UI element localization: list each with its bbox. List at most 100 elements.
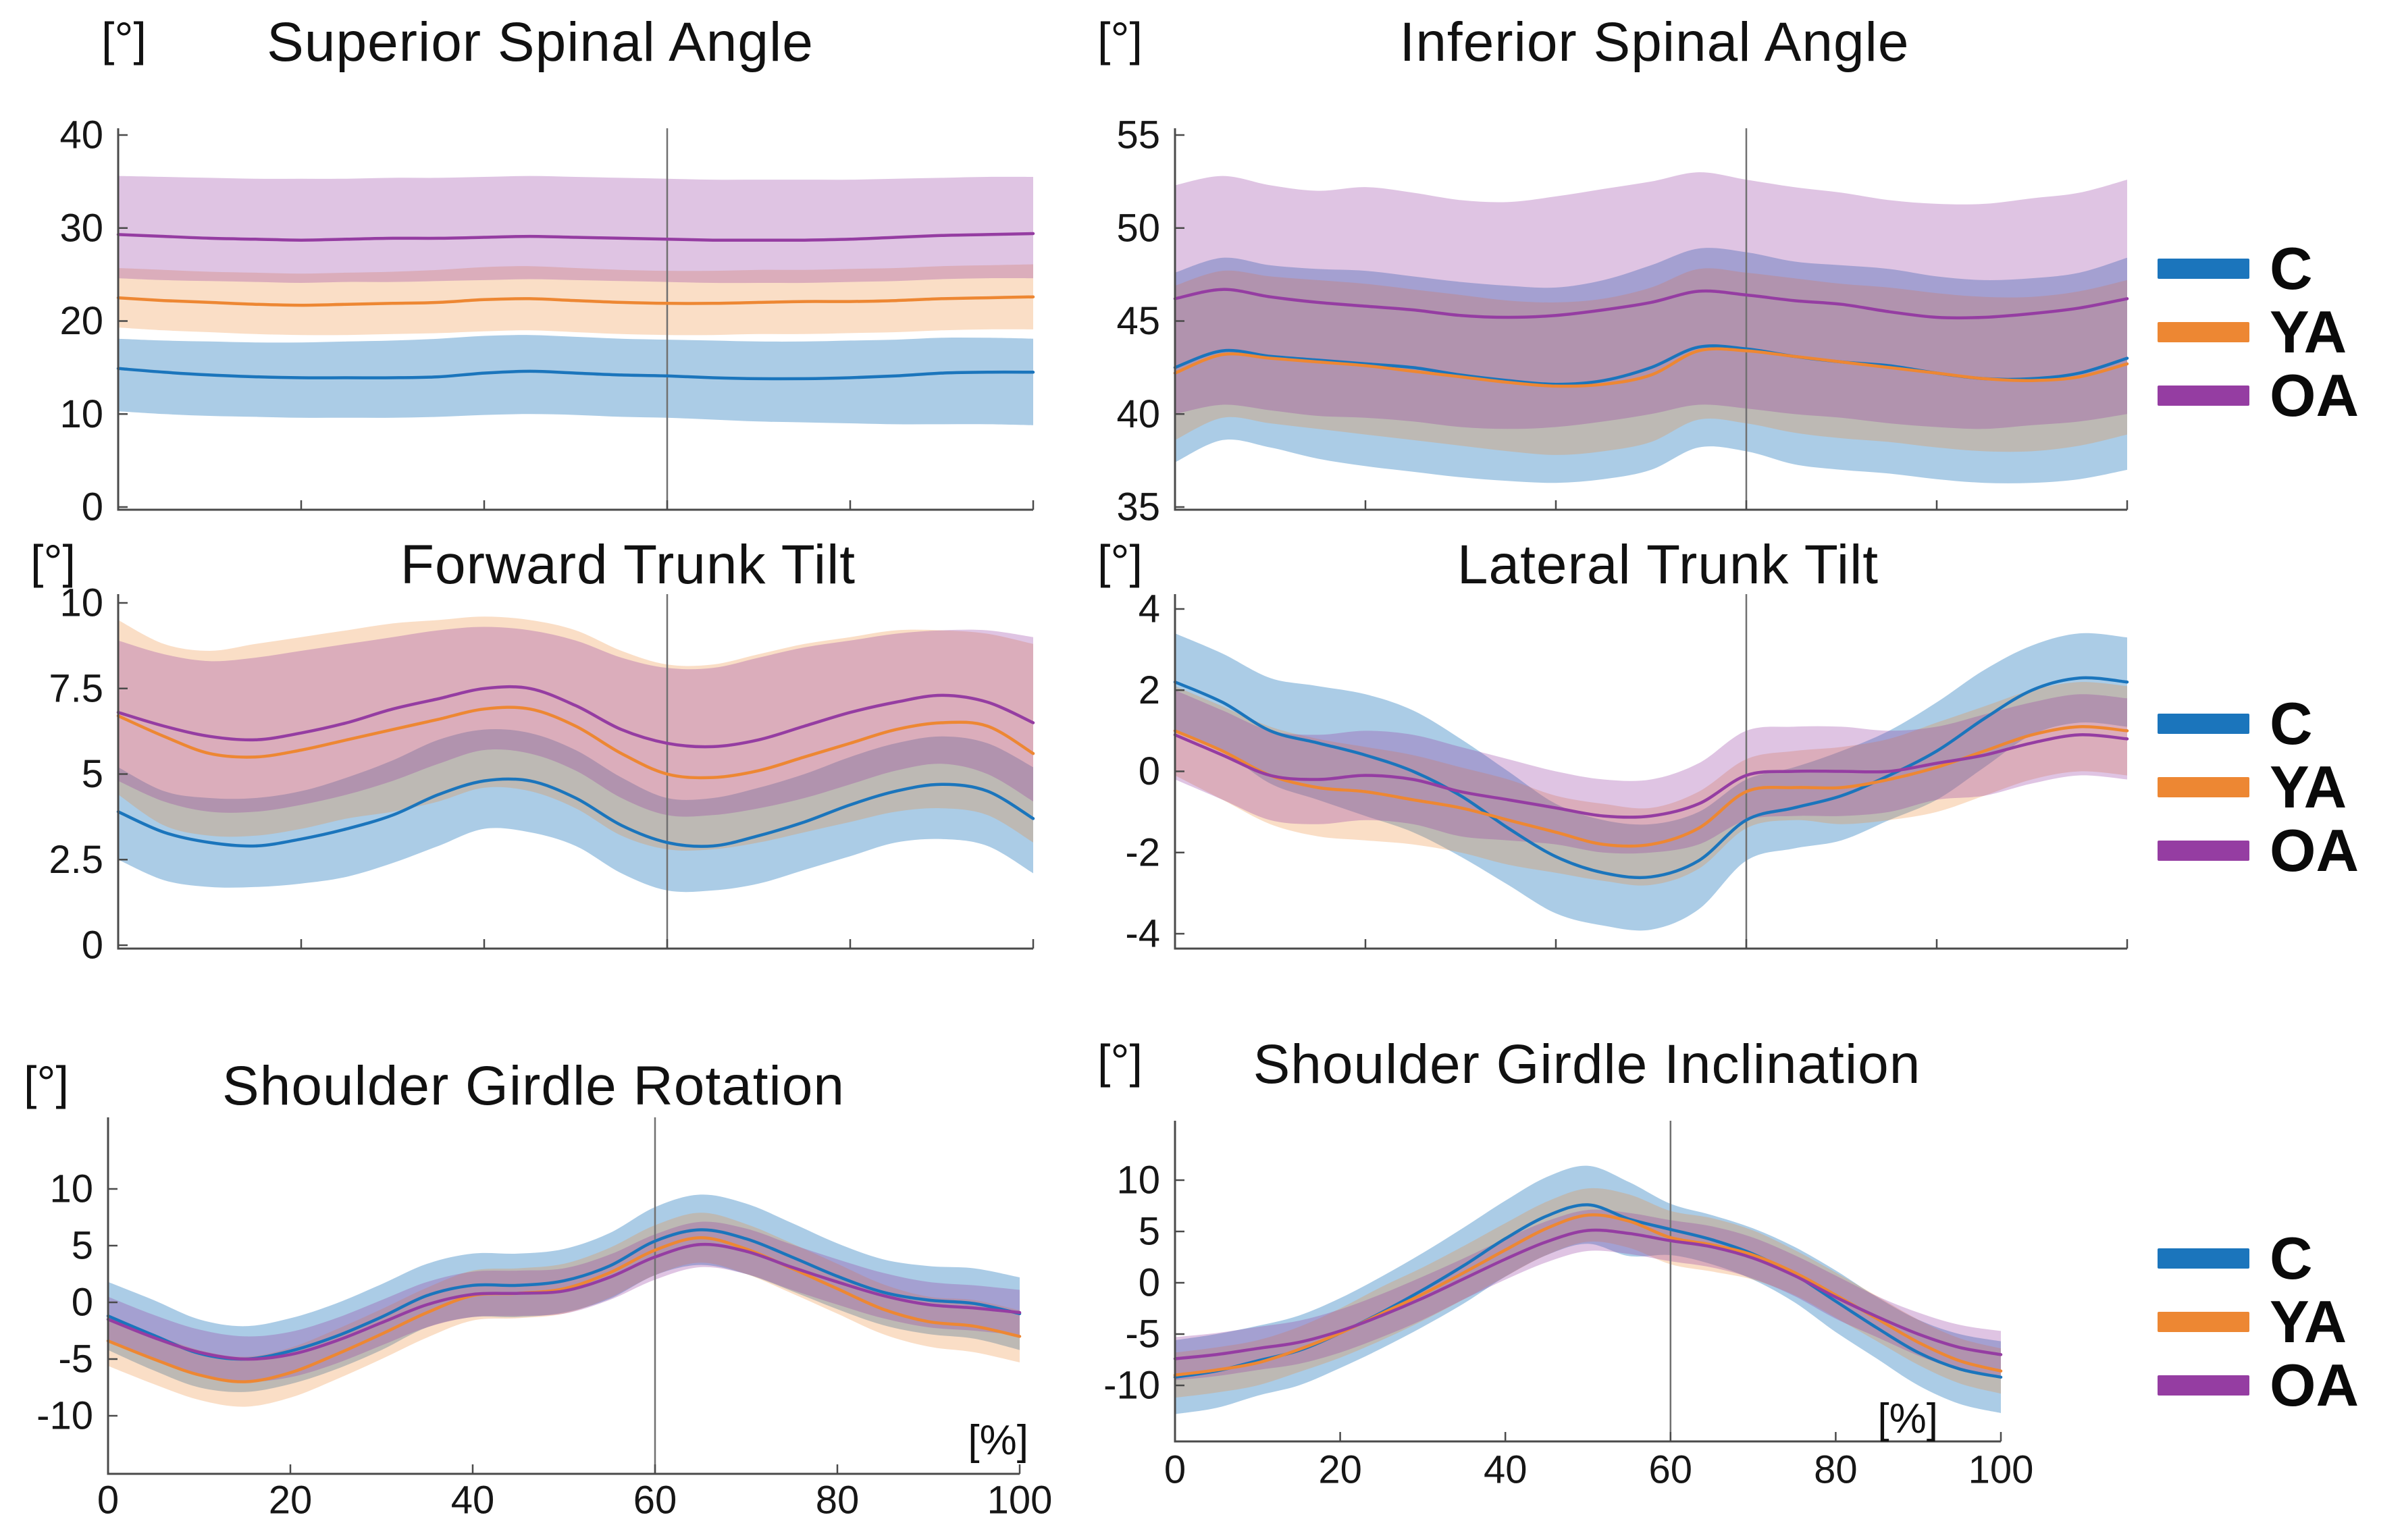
chart-lateral-trunk-tilt: -4 -2 0 2 4 [1125, 587, 2129, 956]
x-tick-label: 40 [451, 1479, 495, 1522]
y-tick-label: 5 [1139, 1210, 1160, 1254]
legend-swatch-c [2158, 259, 2249, 279]
x-tick-label: 40 [1484, 1448, 1528, 1492]
band-OA [1175, 690, 2127, 854]
legend-item-c: C [2158, 1227, 2359, 1290]
x-tick-label: 0 [97, 1479, 119, 1522]
mean-line-OA [106, 1242, 1022, 1361]
y-unit-label: [°] [1097, 1035, 1143, 1088]
band-C [108, 1194, 1020, 1392]
y-tick-label: 0 [72, 1281, 93, 1325]
x-unit-label: [%] [1877, 1396, 1938, 1442]
band-YA [108, 1213, 1020, 1407]
x-tick-label: 60 [633, 1479, 677, 1522]
y-tick-label: 5 [72, 1224, 93, 1268]
mean-line-OA [1173, 288, 2129, 320]
legend-label: C [2270, 235, 2313, 302]
y-tick-label: 50 [1116, 206, 1160, 250]
y-unit-label: [°] [1097, 13, 1143, 65]
y-tick-label: 0 [1139, 1261, 1160, 1305]
y-tick-label: 10 [49, 1167, 93, 1211]
chart-forward-trunk-tilt: 0 2.5 5 7.5 10 [49, 581, 1035, 967]
band-C [1175, 248, 2127, 483]
y-tick-label: 2.5 [49, 838, 103, 882]
chart-superior-spinal-angle: 0 10 20 30 40 [59, 113, 1035, 529]
chart-title-lateral-trunk-tilt: Lateral Trunk Tilt [1457, 534, 1879, 595]
y-unit-label: [°] [1097, 535, 1143, 588]
legend-item-oa: OA [2158, 364, 2359, 427]
y-tick-label: -5 [58, 1337, 93, 1381]
legend-label: C [2270, 1225, 2313, 1292]
chart-inferior-spinal-angle: 35 40 45 50 55 [1116, 113, 2129, 529]
y-tick-label: 10 [1116, 1159, 1160, 1202]
y-unit-label: [°] [24, 1057, 69, 1109]
mean-line-C [116, 367, 1035, 381]
y-tick-label: -10 [36, 1394, 93, 1438]
y-tick-label: 35 [1116, 485, 1160, 529]
y-tick-label: 4 [1139, 587, 1160, 631]
band-C [118, 728, 1033, 893]
legend-row-1: C YA OA [2158, 237, 2359, 427]
legend-item-oa: OA [2158, 819, 2359, 882]
mean-line-C [1173, 676, 2129, 880]
y-tick-label: 30 [59, 206, 103, 250]
legend-item-c: C [2158, 237, 2359, 300]
legend-swatch-oa [2158, 386, 2249, 406]
chart-title-shoulder-girdle-rotation: Shoulder Girdle Rotation [222, 1055, 845, 1117]
x-tick-label: 100 [1968, 1448, 2034, 1492]
mean-line-YA [1173, 347, 2129, 388]
legend-item-ya: YA [2158, 1290, 2359, 1354]
legend-label: OA [2270, 362, 2359, 429]
x-tick-label: 60 [1649, 1448, 1693, 1492]
mean-line-OA [1173, 733, 2129, 819]
y-tick-label: 0 [1139, 749, 1160, 793]
x-tick-label: 20 [1318, 1448, 1362, 1492]
legend-label: YA [2270, 1288, 2347, 1355]
mean-line-YA [116, 706, 1035, 780]
y-tick-label: -4 [1125, 912, 1160, 956]
x-tick-label: 100 [987, 1479, 1053, 1522]
legend-swatch-c [2158, 1248, 2249, 1269]
y-tick-label: 10 [59, 581, 103, 625]
y-tick-label: 40 [1116, 392, 1160, 436]
legend-swatch-c [2158, 714, 2249, 734]
legend-swatch-ya [2158, 1312, 2249, 1332]
band-YA [118, 616, 1033, 851]
legend-swatch-ya [2158, 777, 2249, 797]
y-tick-label: 0 [82, 485, 103, 529]
y-tick-label: -10 [1103, 1364, 1160, 1408]
legend-item-c: C [2158, 692, 2359, 755]
legend-swatch-oa [2158, 1375, 2249, 1396]
mean-line-C [116, 777, 1035, 848]
legend-row-3: C YA OA [2158, 1227, 2359, 1417]
y-tick-label: 40 [59, 113, 103, 157]
mean-line-YA [106, 1236, 1022, 1383]
x-tick-label: 20 [269, 1479, 313, 1522]
band-OA [118, 627, 1033, 817]
x-unit-label: [%] [968, 1417, 1028, 1464]
chart-title-superior-spinal-angle: Superior Spinal Angle [267, 11, 814, 73]
y-tick-label: 20 [59, 299, 103, 343]
legend-label: OA [2270, 1352, 2359, 1418]
x-tick-label: 0 [1164, 1448, 1186, 1492]
mean-line-YA [1173, 725, 2129, 848]
chart-title-shoulder-girdle-inclination: Shoulder Girdle Inclination [1253, 1034, 1921, 1095]
band-YA [1175, 682, 2127, 886]
mean-line-OA [1173, 1228, 2003, 1360]
legend-label: YA [2270, 298, 2347, 365]
y-tick-label: 45 [1116, 299, 1160, 343]
band-C [1175, 633, 2127, 931]
y-unit-label: [°] [101, 13, 147, 65]
legend-item-ya: YA [2158, 755, 2359, 819]
y-tick-label: -5 [1125, 1312, 1160, 1356]
legend-item-oa: OA [2158, 1354, 2359, 1417]
legend-item-ya: YA [2158, 300, 2359, 364]
y-unit-label: [°] [30, 535, 76, 588]
y-tick-label: 2 [1139, 668, 1160, 712]
y-tick-label: 7.5 [49, 666, 103, 710]
legend-label: C [2270, 690, 2313, 757]
y-tick-label: 0 [82, 924, 103, 967]
chart-title-forward-trunk-tilt: Forward Trunk Tilt [400, 534, 856, 595]
